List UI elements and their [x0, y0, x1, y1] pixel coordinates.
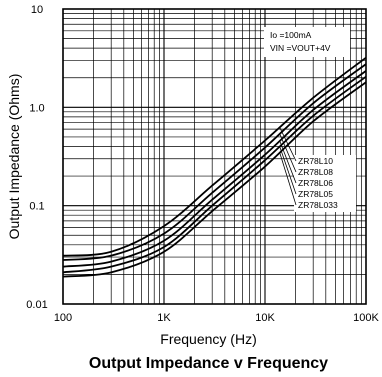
x-tick-label: 100 — [54, 312, 72, 324]
y-tick-label: 0.01 — [26, 299, 47, 311]
series-label-leader — [279, 140, 297, 184]
series-line — [62, 56, 367, 257]
y-tick-label: 1.0 — [29, 102, 44, 114]
series-line — [62, 63, 367, 261]
series-lines — [62, 56, 367, 278]
plot-frame — [62, 8, 367, 305]
series-label-leader — [279, 146, 297, 195]
x-axis-title: Frequency (Hz) — [160, 331, 256, 347]
y-tick-label: 0.1 — [29, 201, 44, 213]
conditions-annotation: Io =100mA VIN =VOUT+4V — [264, 27, 350, 57]
series-label: ZR78L06 — [298, 178, 333, 188]
series-label-leader — [279, 127, 297, 162]
annotation-line: VIN =VOUT+4V — [270, 43, 331, 53]
series-label: ZR78L05 — [298, 189, 333, 199]
series-label-leader — [279, 152, 297, 206]
series-line — [62, 70, 367, 268]
x-tick-label: 100K — [353, 312, 379, 324]
y-axis-title: Output Impedance (Ohms) — [6, 74, 22, 240]
series-label: ZR78L10 — [298, 156, 333, 166]
annotation-box — [264, 27, 350, 57]
annotation-line: Io =100mA — [270, 30, 312, 40]
x-tick-label: 1K — [157, 312, 171, 324]
series-line — [62, 75, 367, 274]
series-label-leader — [279, 133, 297, 173]
series-label: ZR78L08 — [298, 167, 333, 177]
series-line — [62, 81, 367, 278]
series-label: ZR78L033 — [298, 200, 338, 210]
y-tick-label: 10 — [31, 4, 43, 16]
x-tick-label: 10K — [255, 312, 275, 324]
tick-labels: 100 1K 10K 100K 0.01 0.1 1.0 10 — [26, 4, 379, 324]
series-label-box — [294, 155, 356, 212]
chart-title: Output Impedance v Frequency — [89, 355, 328, 372]
